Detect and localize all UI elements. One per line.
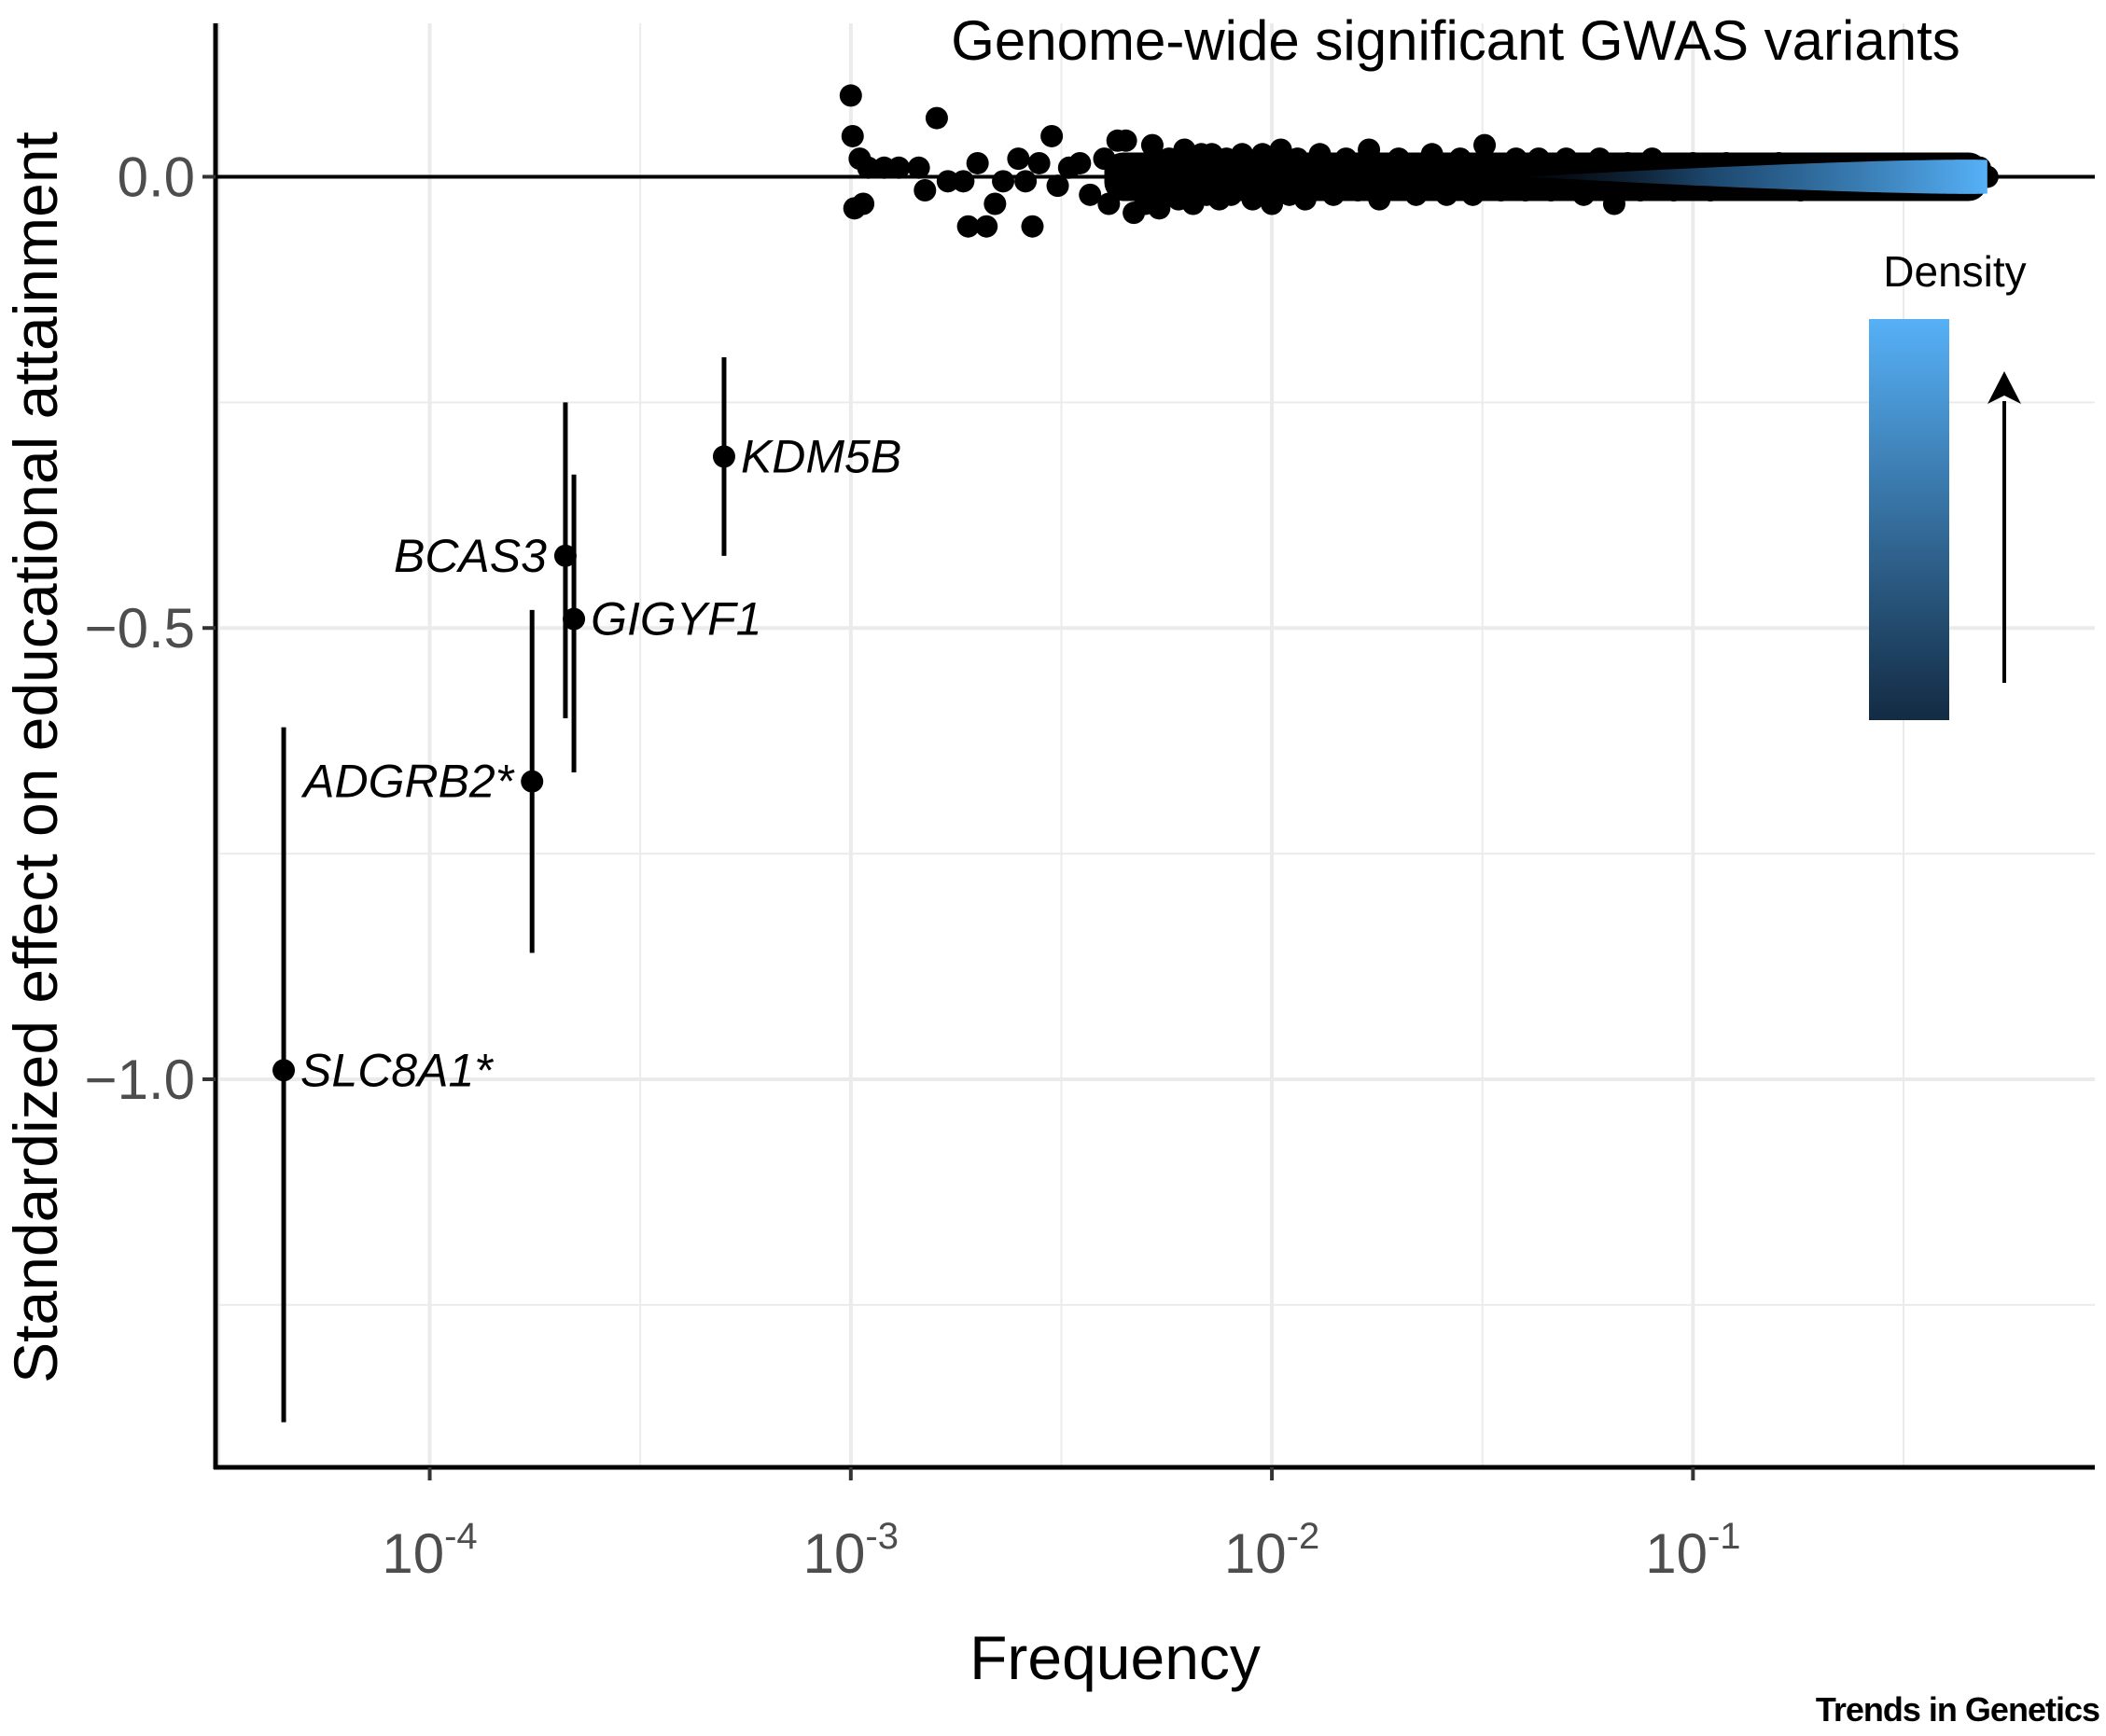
gwas-point [992, 170, 1015, 193]
gwas-point [1079, 183, 1102, 206]
y-tick-label: 0.0 [118, 146, 195, 208]
gwas-point [1140, 133, 1164, 157]
gwas-point [925, 106, 948, 130]
gwas-point [839, 84, 862, 107]
source-credit: Trends in Genetics [1816, 1690, 2099, 1729]
density-legend: Density [1869, 247, 2027, 720]
gwas-point [1114, 129, 1137, 152]
gwas-point [956, 215, 980, 238]
y-tick-label: −0.5 [85, 597, 195, 660]
gene-label: GIGYF1 [591, 593, 761, 646]
gwas-point [1473, 133, 1497, 157]
gwas-point [1148, 197, 1171, 220]
gwas-point [1027, 151, 1051, 174]
gwas-point [952, 170, 975, 193]
variant-point [563, 607, 586, 631]
gwas-point [914, 178, 937, 201]
x-tick-label: 10-1 [1645, 1516, 1740, 1585]
gwas-point [907, 156, 930, 179]
density-overlay [1104, 152, 1987, 201]
gwas-point [841, 124, 864, 147]
x-tick-label: 10-3 [803, 1516, 899, 1585]
legend-arrow-head [1987, 371, 2021, 404]
variant-point [272, 1059, 296, 1082]
rare-variant-points: KDM5B BCAS3 GIGYF1 ADGRB2* SLC8A1* [272, 356, 901, 1423]
x-axis-title: Frequency [969, 1623, 1261, 1692]
gwas-point [1014, 170, 1038, 193]
gwas-point [975, 215, 998, 238]
chart-title: Genome-wide significant GWAS variants [951, 9, 1960, 72]
gwas-point [1068, 151, 1092, 174]
gwas-point [887, 156, 911, 179]
x-tick-label: 10-4 [382, 1516, 477, 1585]
x-tick-label: 10-2 [1224, 1516, 1319, 1585]
legend-color-bar [1869, 319, 1949, 720]
gwas-point [1046, 174, 1069, 198]
axes [213, 23, 2095, 1470]
variant-point [521, 770, 544, 793]
gwas-point [983, 192, 1007, 215]
tick-labels: 10-4 10-3 10-2 10-1 0.0 −0.5 −1.0 [85, 146, 1741, 1585]
gene-label: SLC8A1* [300, 1044, 494, 1096]
variant-point [712, 445, 735, 468]
gridlines [216, 23, 2095, 1467]
density-highlight [1525, 160, 1987, 194]
gwas-point [966, 151, 989, 174]
y-axis-title: Standardized effect on educational attai… [1, 132, 70, 1383]
gwas-point [1040, 124, 1064, 147]
gwas-point [1007, 147, 1030, 171]
variant-point [553, 544, 577, 567]
legend-title: Density [1883, 247, 2026, 296]
gwas-point [857, 156, 880, 179]
gwas-point [936, 170, 959, 193]
gwas-point [1021, 215, 1044, 238]
gene-label: ADGRB2* [300, 756, 515, 808]
y-tick-label: −1.0 [85, 1049, 195, 1111]
gwas-point [852, 192, 875, 215]
gene-label: KDM5B [741, 430, 901, 482]
gene-label: BCAS3 [394, 530, 547, 582]
